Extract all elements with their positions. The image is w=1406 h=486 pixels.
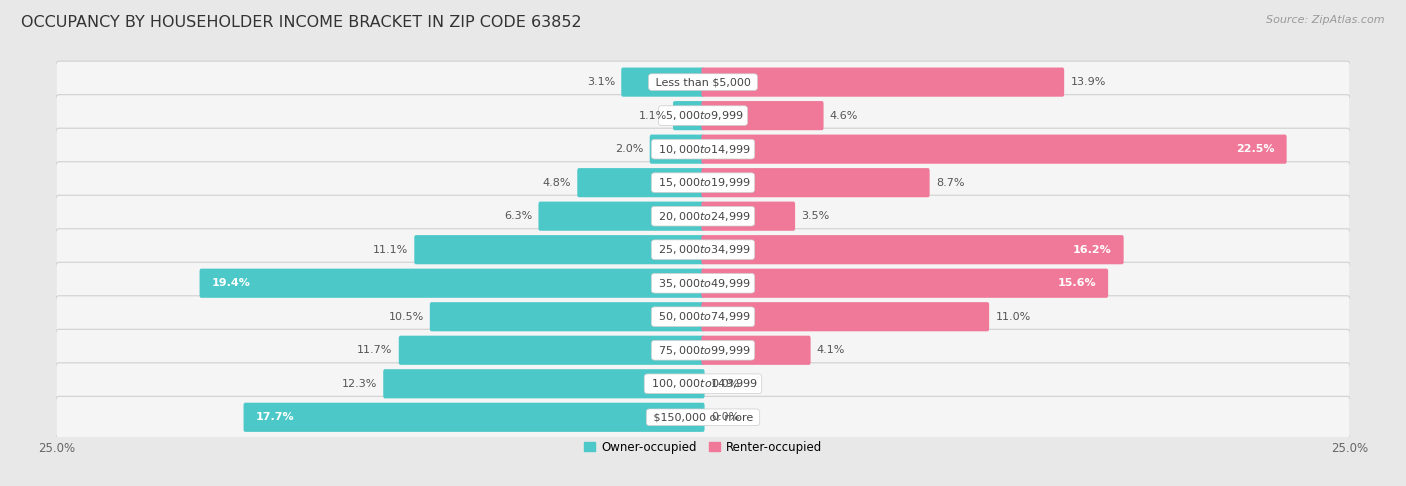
Text: $50,000 to $74,999: $50,000 to $74,999 [655, 310, 751, 323]
Text: 8.7%: 8.7% [936, 178, 965, 188]
Text: $75,000 to $99,999: $75,000 to $99,999 [655, 344, 751, 357]
FancyBboxPatch shape [702, 135, 1286, 164]
FancyBboxPatch shape [702, 101, 824, 130]
Text: 4.8%: 4.8% [543, 178, 571, 188]
Text: 10.5%: 10.5% [388, 312, 423, 322]
FancyBboxPatch shape [56, 162, 1350, 204]
FancyBboxPatch shape [578, 168, 704, 197]
FancyBboxPatch shape [673, 101, 704, 130]
FancyBboxPatch shape [702, 336, 811, 365]
FancyBboxPatch shape [702, 235, 1123, 264]
FancyBboxPatch shape [56, 229, 1350, 271]
FancyBboxPatch shape [384, 369, 704, 399]
FancyBboxPatch shape [56, 397, 1350, 438]
Text: 0.0%: 0.0% [711, 379, 740, 389]
FancyBboxPatch shape [702, 269, 1108, 298]
Text: 11.0%: 11.0% [995, 312, 1031, 322]
Text: $150,000 or more: $150,000 or more [650, 412, 756, 422]
Text: 12.3%: 12.3% [342, 379, 377, 389]
Text: 6.3%: 6.3% [503, 211, 533, 221]
FancyBboxPatch shape [243, 403, 704, 432]
Text: 3.1%: 3.1% [586, 77, 614, 87]
FancyBboxPatch shape [702, 302, 990, 331]
Text: Less than $5,000: Less than $5,000 [652, 77, 754, 87]
Text: $100,000 to $149,999: $100,000 to $149,999 [648, 377, 758, 390]
Text: $20,000 to $24,999: $20,000 to $24,999 [655, 209, 751, 223]
FancyBboxPatch shape [415, 235, 704, 264]
Text: $25,000 to $34,999: $25,000 to $34,999 [655, 243, 751, 256]
Text: 11.7%: 11.7% [357, 345, 392, 355]
FancyBboxPatch shape [702, 168, 929, 197]
Text: Source: ZipAtlas.com: Source: ZipAtlas.com [1267, 15, 1385, 25]
Text: 22.5%: 22.5% [1236, 144, 1275, 154]
FancyBboxPatch shape [702, 202, 796, 231]
Text: 11.1%: 11.1% [373, 245, 408, 255]
FancyBboxPatch shape [56, 262, 1350, 304]
Text: 19.4%: 19.4% [211, 278, 250, 288]
FancyBboxPatch shape [650, 135, 704, 164]
Text: $10,000 to $14,999: $10,000 to $14,999 [655, 143, 751, 156]
Text: 16.2%: 16.2% [1073, 245, 1112, 255]
Text: OCCUPANCY BY HOUSEHOLDER INCOME BRACKET IN ZIP CODE 63852: OCCUPANCY BY HOUSEHOLDER INCOME BRACKET … [21, 15, 582, 30]
Text: 4.6%: 4.6% [830, 111, 858, 121]
Text: 0.0%: 0.0% [711, 412, 740, 422]
FancyBboxPatch shape [56, 330, 1350, 371]
Text: $15,000 to $19,999: $15,000 to $19,999 [655, 176, 751, 189]
Text: 15.6%: 15.6% [1057, 278, 1097, 288]
FancyBboxPatch shape [56, 296, 1350, 338]
FancyBboxPatch shape [399, 336, 704, 365]
FancyBboxPatch shape [430, 302, 704, 331]
Text: 3.5%: 3.5% [801, 211, 830, 221]
Text: 4.1%: 4.1% [817, 345, 845, 355]
Text: 2.0%: 2.0% [614, 144, 644, 154]
Text: 1.1%: 1.1% [638, 111, 666, 121]
FancyBboxPatch shape [702, 68, 1064, 97]
Legend: Owner-occupied, Renter-occupied: Owner-occupied, Renter-occupied [579, 436, 827, 459]
FancyBboxPatch shape [56, 128, 1350, 170]
FancyBboxPatch shape [56, 61, 1350, 103]
Text: $35,000 to $49,999: $35,000 to $49,999 [655, 277, 751, 290]
FancyBboxPatch shape [56, 195, 1350, 237]
Text: 13.9%: 13.9% [1070, 77, 1105, 87]
FancyBboxPatch shape [621, 68, 704, 97]
FancyBboxPatch shape [56, 95, 1350, 137]
Text: $5,000 to $9,999: $5,000 to $9,999 [662, 109, 744, 122]
FancyBboxPatch shape [200, 269, 704, 298]
FancyBboxPatch shape [56, 363, 1350, 405]
Text: 17.7%: 17.7% [256, 412, 294, 422]
FancyBboxPatch shape [538, 202, 704, 231]
